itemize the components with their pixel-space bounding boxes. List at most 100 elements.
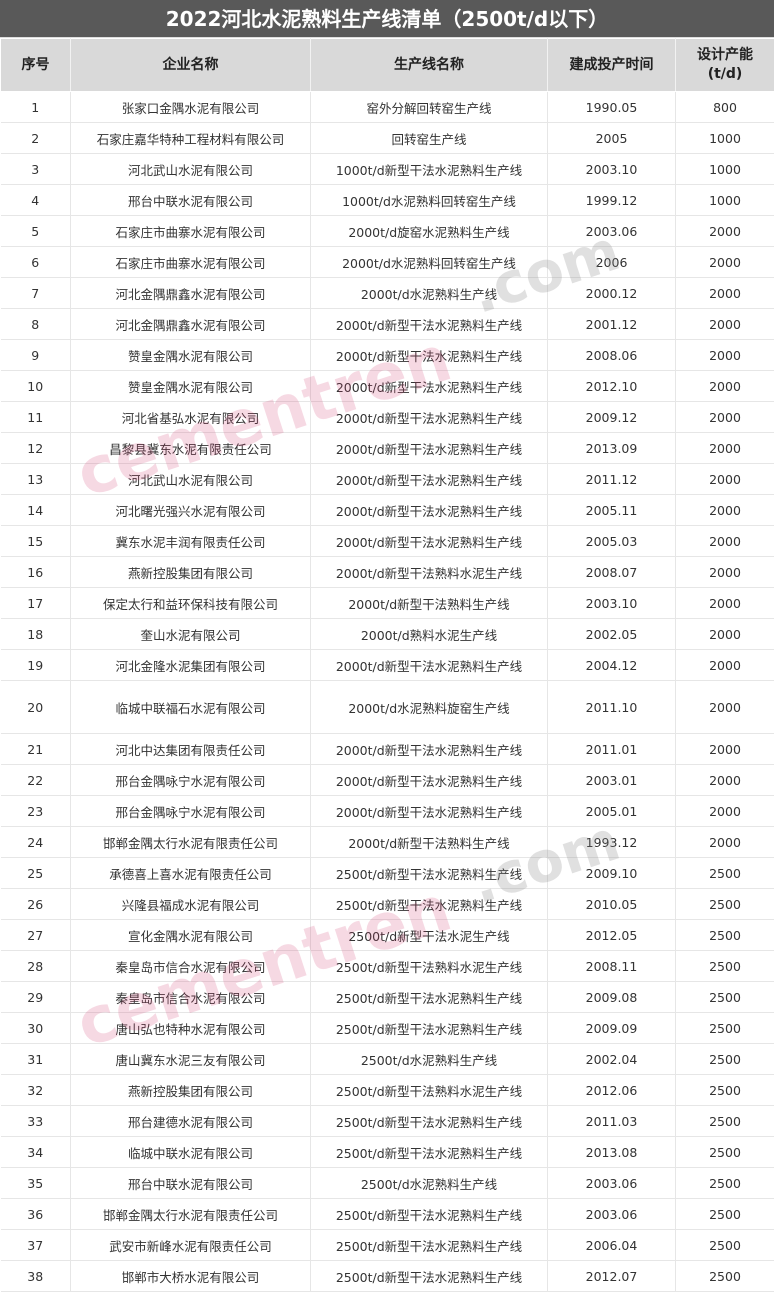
header-line-name: 生产线名称 (311, 39, 548, 92)
cell-company: 河北武山水泥有限公司 (71, 464, 311, 495)
cell-index: 33 (1, 1106, 71, 1137)
cell-capacity: 2000 (676, 681, 774, 734)
cell-capacity: 2000 (676, 734, 774, 765)
cell-capacity: 2000 (676, 309, 774, 340)
cell-company: 临城中联福石水泥有限公司 (71, 681, 311, 734)
cell-company: 邢台中联水泥有限公司 (71, 185, 311, 216)
cell-index: 11 (1, 402, 71, 433)
cell-line-name: 2000t/d新型干法水泥熟料生产线 (311, 495, 548, 526)
cell-company: 宣化金隅水泥有限公司 (71, 920, 311, 951)
cell-commission-date: 2000.12 (548, 278, 676, 309)
cell-index: 38 (1, 1261, 71, 1292)
cell-line-name: 2500t/d新型干法水泥熟料生产线 (311, 1013, 548, 1044)
cell-company: 承德喜上喜水泥有限责任公司 (71, 858, 311, 889)
cell-line-name: 2500t/d新型干法熟料水泥生产线 (311, 951, 548, 982)
cell-index: 5 (1, 216, 71, 247)
cell-company: 赞皇金隅水泥有限公司 (71, 340, 311, 371)
cell-company: 奎山水泥有限公司 (71, 619, 311, 650)
cell-commission-date: 2004.12 (548, 650, 676, 681)
cell-capacity: 2000 (676, 650, 774, 681)
header-index: 序号 (1, 39, 71, 92)
cell-index: 34 (1, 1137, 71, 1168)
cell-company: 唐山弘也特种水泥有限公司 (71, 1013, 311, 1044)
cell-company: 秦皇岛市信合水泥有限公司 (71, 951, 311, 982)
cell-capacity: 2000 (676, 765, 774, 796)
cell-line-name: 2000t/d新型干法水泥熟料生产线 (311, 526, 548, 557)
cell-capacity: 2000 (676, 247, 774, 278)
cell-capacity: 2500 (676, 1044, 774, 1075)
cell-capacity: 2000 (676, 433, 774, 464)
cell-index: 2 (1, 123, 71, 154)
cell-commission-date: 2012.06 (548, 1075, 676, 1106)
cell-commission-date: 2011.03 (548, 1106, 676, 1137)
cell-line-name: 2000t/d新型干法熟料水泥生产线 (311, 557, 548, 588)
cell-line-name: 2500t/d新型干法水泥熟料生产线 (311, 1261, 548, 1292)
cell-line-name: 2000t/d新型干法水泥熟料生产线 (311, 371, 548, 402)
cell-line-name: 2500t/d水泥熟料生产线 (311, 1044, 548, 1075)
cell-line-name: 2500t/d新型干法水泥熟料生产线 (311, 1137, 548, 1168)
cell-line-name: 2000t/d新型干法水泥熟料生产线 (311, 765, 548, 796)
cell-index: 27 (1, 920, 71, 951)
cell-capacity: 2500 (676, 858, 774, 889)
cell-company: 燕新控股集团有限公司 (71, 557, 311, 588)
cell-commission-date: 2008.11 (548, 951, 676, 982)
cell-line-name: 2000t/d水泥熟料回转窑生产线 (311, 247, 548, 278)
cell-company: 武安市新峰水泥有限责任公司 (71, 1230, 311, 1261)
cell-index: 14 (1, 495, 71, 526)
cell-commission-date: 2009.12 (548, 402, 676, 433)
cell-index: 3 (1, 154, 71, 185)
cell-index: 31 (1, 1044, 71, 1075)
cell-index: 21 (1, 734, 71, 765)
page-title: 2022河北水泥熟料生产线清单（2500t/d以下） (0, 0, 774, 38)
cell-commission-date: 2002.05 (548, 619, 676, 650)
cell-line-name: 2000t/d新型干法水泥熟料生产线 (311, 309, 548, 340)
cell-commission-date: 2012.05 (548, 920, 676, 951)
cell-index: 24 (1, 827, 71, 858)
cell-company: 石家庄市曲寨水泥有限公司 (71, 247, 311, 278)
cell-line-name: 2000t/d水泥熟料生产线 (311, 278, 548, 309)
cell-line-name: 2000t/d新型干法水泥熟料生产线 (311, 340, 548, 371)
cell-capacity: 2500 (676, 1168, 774, 1199)
cell-index: 10 (1, 371, 71, 402)
cell-capacity: 2000 (676, 557, 774, 588)
cell-index: 16 (1, 557, 71, 588)
cell-company: 河北金隅鼎鑫水泥有限公司 (71, 309, 311, 340)
cell-line-name: 1000t/d水泥熟料回转窑生产线 (311, 185, 548, 216)
cell-commission-date: 2011.10 (548, 681, 676, 734)
cell-index: 23 (1, 796, 71, 827)
cell-line-name: 2000t/d熟料水泥生产线 (311, 619, 548, 650)
cell-commission-date: 1990.05 (548, 92, 676, 123)
cell-line-name: 2000t/d新型干法水泥熟料生产线 (311, 433, 548, 464)
cell-commission-date: 2003.06 (548, 216, 676, 247)
cell-company: 张家口金隅水泥有限公司 (71, 92, 311, 123)
cell-index: 13 (1, 464, 71, 495)
cell-capacity: 2000 (676, 216, 774, 247)
cell-commission-date: 2009.08 (548, 982, 676, 1013)
cell-commission-date: 2012.07 (548, 1261, 676, 1292)
cell-index: 20 (1, 681, 71, 734)
cell-commission-date: 2006.04 (548, 1230, 676, 1261)
cell-commission-date: 2013.09 (548, 433, 676, 464)
cell-index: 26 (1, 889, 71, 920)
header-capacity: 设计产能 (t/d) (676, 39, 774, 92)
cell-index: 6 (1, 247, 71, 278)
cell-company: 河北中达集团有限责任公司 (71, 734, 311, 765)
cell-capacity: 2000 (676, 402, 774, 433)
